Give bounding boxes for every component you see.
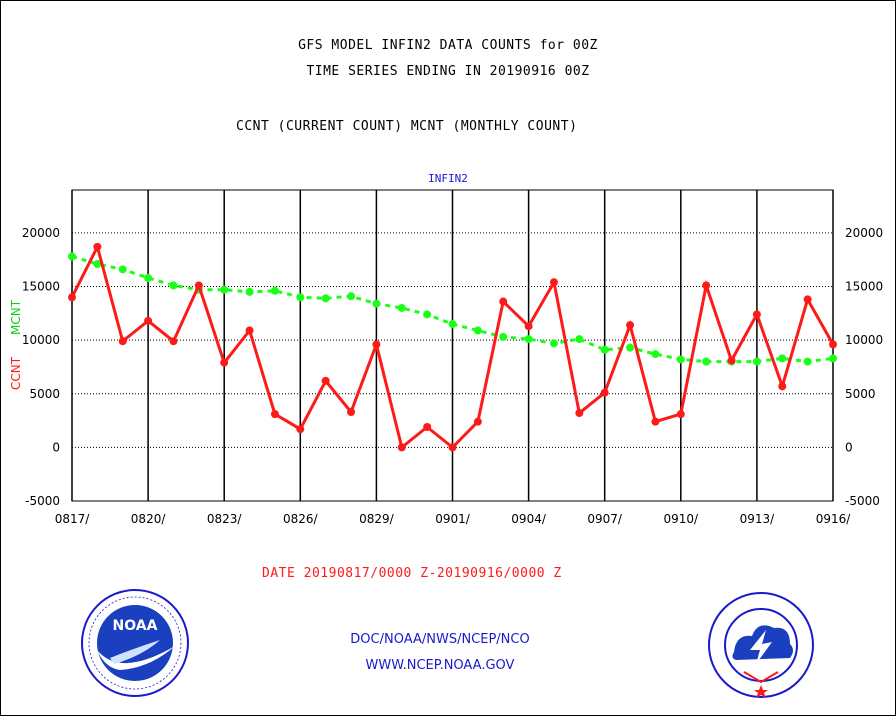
data-point-ccnt (245, 326, 254, 335)
data-point-ccnt (118, 337, 127, 346)
data-point-mcnt (245, 287, 254, 296)
y-tick-label-right: 0 (845, 440, 853, 454)
y-tick-label-left: 15000 (22, 280, 60, 294)
data-point-ccnt (144, 316, 153, 325)
y-tick-label-right: 20000 (845, 226, 883, 240)
data-point-ccnt (778, 382, 787, 391)
y-tick-label-right: 15000 (845, 280, 883, 294)
y-axis-label-ccnt: CCNT (9, 356, 23, 390)
series-description: CCNT (CURRENT COUNT) MCNT (MONTHLY COUNT… (236, 119, 578, 134)
y-tick-label-left: -5000 (25, 494, 60, 508)
data-point-ccnt (194, 281, 203, 290)
y-tick-label-left: 0 (52, 440, 60, 454)
data-point-ccnt (296, 425, 305, 434)
y-tick-label-left: 20000 (22, 226, 60, 240)
data-point-mcnt (347, 292, 356, 301)
y-tick-label-right: 5000 (845, 387, 876, 401)
x-tick-label: 0916/ (816, 512, 852, 526)
data-point-ccnt (423, 423, 432, 432)
data-point-mcnt (296, 293, 305, 302)
grid-layer (71, 190, 834, 501)
data-point-mcnt (499, 332, 508, 341)
data-point-ccnt (702, 281, 711, 290)
data-point-mcnt (524, 335, 533, 344)
axes-layer: -5000 -5000 0 0 5000 5000 10000 10000 15000 15000… (22, 189, 883, 526)
data-point-mcnt (676, 355, 685, 364)
chart-title: GFS MODEL INFIN2 DATA COUNTS for 00Z (298, 38, 598, 53)
data-point-mcnt (118, 265, 127, 274)
data-point-mcnt (651, 350, 660, 359)
data-point-mcnt (144, 273, 153, 282)
chart-subtitle: TIME SERIES ENDING IN 20190916 00Z (306, 64, 590, 79)
y-axis-label-mcnt: MCNT (9, 299, 23, 335)
x-tick-label: 0901/ (435, 512, 471, 526)
data-point-ccnt (321, 376, 330, 385)
data-point-ccnt (829, 340, 837, 349)
data-point-mcnt (68, 252, 76, 261)
x-tick-label: 0826/ (283, 512, 319, 526)
data-point-ccnt (524, 322, 533, 331)
data-point-ccnt (549, 278, 558, 287)
data-point-mcnt (220, 285, 229, 294)
data-point-ccnt (397, 443, 406, 452)
credit-org: DOC/NOAA/NWS/NCEP/NCO (350, 632, 530, 647)
data-point-mcnt (270, 286, 279, 295)
data-point-ccnt (727, 356, 736, 365)
data-point-mcnt (778, 354, 787, 363)
y-tick-label-right: 10000 (845, 333, 883, 347)
data-point-mcnt (397, 303, 406, 312)
x-tick-label: 0913/ (740, 512, 776, 526)
noaa-logo: NOAA (81, 589, 189, 697)
data-point-mcnt (321, 294, 330, 303)
x-tick-label: 0904/ (511, 512, 547, 526)
data-point-ccnt (270, 410, 279, 419)
y-tick-label-right: -5000 (845, 494, 880, 508)
data-point-ccnt (220, 358, 229, 367)
noaa-logo-text: NOAA (113, 618, 158, 634)
x-tick-label: 0829/ (359, 512, 395, 526)
data-point-ccnt (169, 337, 178, 346)
data-point-mcnt (803, 357, 812, 366)
x-tick-label: 0820/ (131, 512, 167, 526)
data-point-mcnt (829, 354, 837, 363)
data-point-ccnt (347, 407, 356, 416)
data-point-mcnt (448, 320, 457, 329)
data-point-mcnt (169, 281, 178, 290)
data-point-mcnt (549, 339, 558, 348)
x-tick-label: 0823/ (207, 512, 243, 526)
data-point-ccnt (651, 417, 660, 426)
panel-title: INFIN2 (428, 172, 468, 185)
data-point-ccnt (68, 293, 76, 302)
data-point-mcnt (702, 357, 711, 366)
data-point-ccnt (93, 242, 102, 251)
data-point-mcnt (752, 357, 761, 366)
data-point-ccnt (448, 443, 457, 452)
data-point-ccnt (803, 295, 812, 304)
data-point-mcnt (372, 299, 381, 308)
data-point-mcnt (600, 345, 609, 354)
date-range-label: DATE 20190817/0000 Z-20190916/0000 Z (262, 566, 562, 581)
y-tick-label-left: 5000 (29, 387, 60, 401)
data-point-ccnt (626, 321, 635, 330)
data-point-ccnt (752, 310, 761, 319)
data-point-mcnt (423, 310, 432, 319)
credit-url: WWW.NCEP.NOAA.GOV (365, 658, 515, 673)
data-point-ccnt (600, 388, 609, 397)
y-tick-label-left: 10000 (22, 333, 60, 347)
national-weather-service-logo (708, 592, 814, 698)
x-tick-label: 0910/ (664, 512, 700, 526)
data-point-ccnt (676, 410, 685, 419)
x-tick-label: 0817/ (55, 512, 91, 526)
data-point-ccnt (575, 409, 584, 418)
data-point-mcnt (626, 343, 635, 352)
data-point-ccnt (372, 340, 381, 349)
data-point-mcnt (575, 335, 584, 344)
data-point-mcnt (473, 326, 482, 335)
x-tick-label: 0907/ (587, 512, 623, 526)
data-point-ccnt (473, 417, 482, 426)
series-layer (68, 242, 837, 452)
data-point-mcnt (93, 259, 102, 268)
data-point-ccnt (499, 297, 508, 306)
